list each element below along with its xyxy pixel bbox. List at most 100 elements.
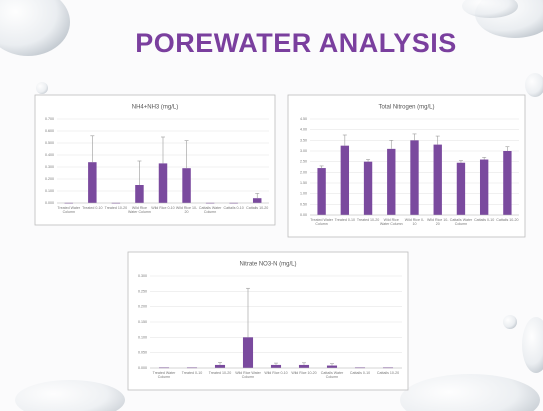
x-tick-label: Wild Rice 10-20 — [175, 206, 198, 214]
error-bar — [319, 165, 324, 169]
error-bar — [389, 140, 394, 149]
y-tick-label: 0.500 — [45, 141, 54, 145]
bar — [242, 337, 254, 368]
y-tick-label: 3.50 — [300, 138, 307, 142]
x-tick-label: Cattails 10-20 — [246, 206, 269, 210]
y-tick-label: 0.200 — [138, 305, 147, 309]
y-tick-label: 0.600 — [45, 129, 54, 133]
y-tick-label: 0.200 — [45, 177, 54, 181]
water-drop — [462, 0, 518, 18]
bar — [503, 151, 512, 215]
bar — [479, 159, 489, 215]
bar — [182, 168, 191, 203]
error-bar — [482, 157, 487, 160]
x-tick-label: Cattails Water Column — [449, 218, 473, 226]
error-bar — [161, 136, 165, 164]
x-tick-label: Wild Rice Water Column — [128, 206, 151, 214]
x-tick-label: Treated Water Column — [57, 206, 81, 214]
y-tick-label: 0.100 — [45, 189, 54, 193]
y-tick-label: 2.00 — [300, 170, 307, 174]
y-tick-label: 0.300 — [138, 274, 147, 278]
y-tick-label: 4.00 — [300, 128, 307, 132]
bar — [214, 364, 226, 368]
bar — [317, 168, 326, 215]
x-tick-label: Wild Rice 0-10 — [264, 371, 288, 375]
x-tick-label: Treated 10-20 — [104, 206, 128, 210]
error-bar — [435, 135, 440, 145]
error-bar — [274, 362, 278, 365]
water-drop — [503, 315, 517, 329]
water-drop — [525, 73, 543, 97]
y-tick-label: 0.000 — [45, 201, 54, 205]
bar — [363, 161, 373, 215]
y-tick-label: 0.250 — [138, 289, 147, 293]
bar — [158, 163, 168, 203]
bar — [456, 162, 466, 215]
x-tick-label: Wild Rice 10-20 — [427, 218, 449, 226]
error-bar — [218, 362, 222, 365]
error-bar — [137, 160, 142, 185]
bar — [135, 185, 144, 203]
x-tick-label: Treated 0-10 — [181, 371, 203, 375]
y-tick-label: 2.50 — [300, 160, 307, 164]
x-tick-label: Cattails 0-10 — [349, 371, 371, 375]
y-tick-label: 3.00 — [300, 149, 307, 153]
error-bar — [302, 362, 306, 365]
bar — [298, 364, 310, 368]
x-tick-label: Wild Rice 0-10 — [151, 206, 175, 210]
x-tick-label: Cattails Water Column — [320, 371, 344, 379]
bar — [252, 198, 262, 203]
y-tick-label: 0.50 — [300, 202, 307, 206]
x-tick-label: Cattails 0-10 — [223, 206, 244, 210]
bar — [326, 365, 338, 368]
error-bar — [90, 135, 95, 163]
bar — [433, 144, 442, 215]
water-drop — [400, 374, 540, 411]
error-bar — [246, 287, 250, 338]
y-tick-label: 0.150 — [138, 320, 147, 324]
x-tick-label: Treated 0-10 — [82, 206, 103, 210]
water-drop — [0, 0, 70, 56]
x-tick-label: Cattails 10-20 — [376, 371, 400, 375]
water-drop — [36, 82, 48, 94]
error-bar — [342, 134, 347, 146]
error-bar — [255, 193, 260, 199]
x-tick-label: Cattails 10-20 — [496, 218, 519, 222]
x-tick-label: Cattails Water Column — [198, 206, 222, 214]
chart-title: Total Nitrogen (mg/L) — [378, 105, 434, 111]
x-tick-label: Wild Rice Water Column — [379, 218, 403, 226]
bar — [387, 148, 396, 215]
slide-title: POREWATER ANALYSIS — [135, 28, 457, 58]
x-tick-label: Wild Rice Water Column — [235, 371, 261, 379]
y-tick-label: 0.400 — [45, 153, 54, 157]
y-tick-label: 0.300 — [45, 165, 54, 169]
x-tick-label: Treated 10-20 — [208, 371, 232, 375]
chart-title: Nitrate NO3-N (mg/L) — [239, 262, 296, 268]
y-tick-label: 0.050 — [138, 351, 147, 355]
x-tick-label: Treated 0-10 — [334, 218, 356, 222]
x-tick-label: Wild Rice 0-10 — [404, 218, 425, 226]
y-tick-label: 0.000 — [138, 366, 147, 370]
x-tick-label: Treated Water Column — [152, 371, 176, 379]
chart-frame — [127, 251, 409, 391]
x-tick-label: Wild Rice 10-20 — [291, 371, 317, 375]
y-tick-label: 1.50 — [300, 181, 307, 185]
bar — [88, 162, 97, 203]
bar — [270, 364, 282, 368]
error-bar — [330, 363, 334, 366]
error-bar — [366, 159, 371, 162]
y-tick-label: 0.00 — [300, 213, 307, 217]
y-tick-label: 4.50 — [300, 117, 307, 121]
y-tick-label: 0.100 — [138, 335, 147, 339]
chart-title: NH4+NH3 (mg/L) — [132, 105, 179, 111]
x-tick-label: Treated 10-20 — [356, 218, 380, 222]
bar — [340, 145, 350, 215]
y-tick-label: 1.00 — [300, 192, 307, 196]
error-bar — [505, 146, 510, 151]
bar — [410, 140, 419, 215]
error-bar — [184, 140, 189, 169]
error-bar — [412, 133, 417, 141]
x-tick-label: Treated Water Column — [310, 218, 333, 226]
